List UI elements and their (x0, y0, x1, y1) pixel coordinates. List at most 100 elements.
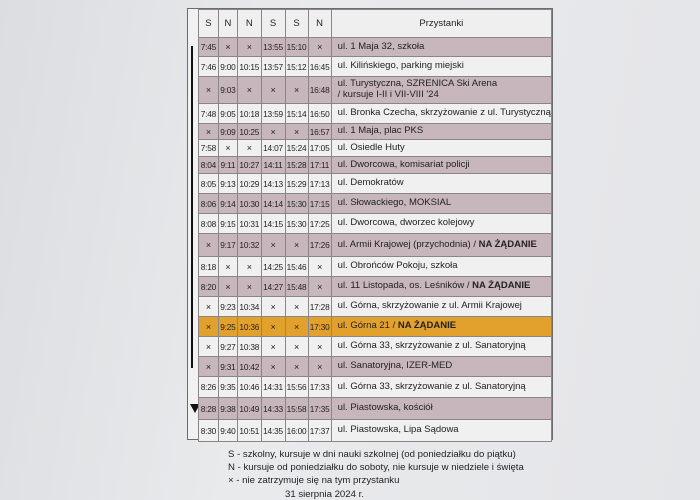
stop-label: ul. Bronka Czecha, skrzyżowanie z ul. Tu… (337, 107, 551, 119)
departure-time: 9:14 (220, 198, 236, 209)
departure-time-cell: 9:11 (217, 156, 239, 174)
departure-time-cell: 15:28 (284, 156, 309, 174)
departure-time: 9:25 (220, 321, 236, 332)
departure-time-cell: 13:55 (260, 37, 286, 57)
legend-s: S - szkolny, kursuje w dni nauki szkolne… (228, 449, 516, 460)
stop-label: ul. Górna 33, skrzyżowanie z ul. Sanator… (337, 380, 526, 392)
departure-time: 14:14 (263, 198, 283, 209)
no-stop-mark: × (246, 261, 252, 272)
departure-time: 14:27 (263, 281, 283, 292)
departure-time-cell: 10:42 (237, 356, 262, 377)
departure-time: 13:55 (263, 42, 283, 52)
departure-time-cell: × (284, 76, 309, 104)
departure-time: 9:23 (220, 301, 236, 312)
no-stop-mark: × (270, 321, 276, 332)
departure-time: 17:15 (309, 198, 330, 209)
departure-time: 17:05 (309, 143, 330, 153)
departure-time-cell: 16:45 (307, 56, 332, 77)
departure-time-cell: × (198, 296, 219, 317)
departure-time-cell: 15:24 (284, 139, 309, 157)
departure-time-cell: 16:00 (284, 419, 309, 442)
stop-name: ul. Górna, skrzyżowanie z ul. Armii Kraj… (330, 296, 553, 317)
departure-time-cell: 17:05 (307, 139, 332, 157)
departure-time: 9:15 (220, 218, 236, 229)
departure-time: 14:11 (263, 160, 283, 170)
departure-time-cell: 15:14 (284, 103, 309, 124)
departure-time: 10:29 (239, 178, 260, 189)
departure-time-cell: 14:13 (260, 173, 286, 194)
departure-time-cell: 13:57 (260, 56, 286, 77)
stop-name: ul. Dworcowa, komisariat policji (330, 156, 553, 174)
departure-time: 15:30 (286, 218, 307, 229)
departure-time: 15:24 (286, 143, 307, 153)
departure-time: 9:38 (220, 403, 236, 414)
departure-time-cell: 15:10 (284, 37, 309, 57)
departure-time: 10:34 (239, 301, 260, 312)
table-row: × 9:27 10:38 × × × ul. Górna 33, skrzyżowanie … (198, 336, 553, 357)
departure-time-cell: 10:18 (237, 103, 262, 124)
table-row: 7:45 × × 13:55 15:10 × ul. 1 Maja 32, szkoła (198, 37, 553, 57)
departure-time: 14:33 (263, 403, 283, 414)
stop-label: ul. Górna 21 / (337, 320, 398, 332)
departure-time: 13:59 (263, 108, 283, 119)
table-row: 7:58 × × 14:07 15:24 17:05 ul. Osiedle Huty (198, 139, 553, 157)
departure-time: 15:12 (286, 61, 307, 72)
departure-time: 10:32 (239, 240, 260, 250)
departure-time-cell: 15:46 (284, 256, 309, 277)
no-stop-mark: × (270, 126, 276, 137)
departure-time-cell: × (198, 316, 219, 337)
departure-time: 17:35 (309, 403, 330, 414)
departure-time-cell: 8:18 (198, 256, 219, 277)
departure-time: 14:35 (263, 425, 283, 436)
departure-time-cell: 9:03 (217, 76, 239, 104)
departure-time-cell: 14:14 (260, 193, 286, 214)
departure-time-cell: 10:27 (237, 156, 262, 174)
departure-time-cell: × (217, 276, 239, 297)
validity-date: 31 sierpnia 2024 r. (285, 489, 364, 500)
departure-time-cell: 17:15 (307, 193, 332, 214)
departure-time-cell: 8:06 (198, 193, 219, 214)
departure-time-cell: 9:25 (217, 316, 239, 337)
departure-time-cell: 9:15 (217, 213, 239, 234)
departure-time-cell: 14:11 (260, 156, 286, 174)
table-row: × 9:03 × × × 16:48 ul. Turystyczna, SZRENICA S… (198, 76, 553, 104)
departure-time-cell: 10:38 (237, 336, 262, 357)
departure-time: 15:10 (286, 42, 307, 52)
departure-time-cell: 9:13 (217, 173, 239, 194)
departure-time: 8:26 (200, 382, 217, 392)
no-stop-mark: × (317, 261, 323, 272)
departure-time-cell: 10:29 (237, 173, 262, 194)
no-stop-mark: × (205, 126, 211, 137)
stop-name: ul. Piastowska, kościół (330, 397, 553, 420)
departure-time: 7:45 (200, 42, 217, 52)
stop-name: ul. Obrońców Pokoju, szkoła (330, 256, 553, 277)
departure-time-cell: 14:27 (260, 276, 286, 297)
departure-time-cell: 9:27 (217, 336, 239, 357)
table-row: × 9:17 10:32 × × 17:26 ul. Armii Krajowej (prz… (198, 233, 553, 257)
departure-time: 9:13 (220, 178, 236, 189)
departure-time-cell: 16:57 (307, 123, 332, 140)
departure-time-cell: × (260, 356, 286, 377)
departure-time-cell: × (217, 139, 239, 157)
departure-time-cell: 9:35 (217, 376, 239, 398)
departure-time: 9:00 (220, 61, 236, 72)
departure-time: 9:27 (220, 341, 236, 352)
departure-time-cell: × (217, 256, 239, 277)
stop-name: ul. Armii Krajowej (przychodnia) / NA ŻĄ… (330, 233, 553, 257)
departure-time-cell: × (260, 233, 286, 257)
departure-time: 9:35 (220, 382, 236, 392)
stop-name: ul. Górna 21 / NA ŻĄDANIE (330, 316, 553, 337)
stop-name: ul. Osiedle Huty (330, 139, 553, 157)
departure-time: 17:13 (309, 178, 330, 189)
no-stop-mark: × (270, 301, 276, 312)
departure-time-cell: 13:59 (260, 103, 286, 124)
departure-time-cell: 7:48 (198, 103, 219, 124)
stop-name: ul. Demokratów (330, 173, 553, 194)
no-stop-mark: × (246, 42, 252, 52)
departure-time: 9:11 (220, 160, 236, 170)
departure-time: 16:50 (309, 108, 330, 119)
departure-time: 10:27 (239, 160, 260, 170)
stop-name: ul. Bronka Czecha, skrzyżowanie z ul. Tu… (330, 103, 553, 124)
departure-time: 15:58 (286, 403, 307, 414)
stop-label: ul. Sanatoryjna, IZER-MED (337, 360, 453, 372)
